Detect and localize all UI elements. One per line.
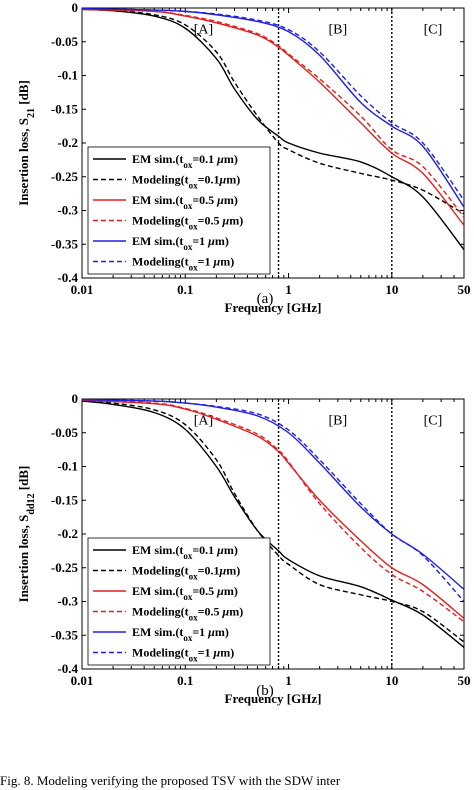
x-tick-label: 10 xyxy=(385,282,398,297)
y-tick-label: -0.4 xyxy=(57,661,78,676)
x-tick-label: 1 xyxy=(285,673,292,688)
series-group xyxy=(82,399,464,648)
series-line-1 xyxy=(82,8,464,251)
x-axis-label: Frequency [GHz] xyxy=(225,691,322,706)
y-tick-label: -0.3 xyxy=(57,594,78,609)
x-tick-label: 10 xyxy=(385,673,398,688)
legend-box xyxy=(87,146,271,275)
legend-label: Modeling(tox=0.5 μm) xyxy=(132,214,243,232)
series-line-5 xyxy=(82,8,464,208)
x-axis-label: Frequency [GHz] xyxy=(225,300,322,315)
series-line-2 xyxy=(82,399,464,643)
y-tick-label: -0.35 xyxy=(51,627,79,642)
y-tick-label: -0.1 xyxy=(57,68,78,83)
x-tick-label: 0.01 xyxy=(71,282,94,297)
series-group xyxy=(82,8,464,251)
legend-label: Modeling(tox=1 μm) xyxy=(132,646,234,664)
y-tick-label: 0 xyxy=(72,0,79,15)
panel-caption: (b) xyxy=(256,683,274,699)
legend-label: EM sim.(tox=0.1 μm) xyxy=(132,543,238,561)
y-tick-label: -0.05 xyxy=(51,34,79,49)
y-tick-label: -0.05 xyxy=(51,425,79,440)
legend: EM sim.(tox=0.1 μm) Modeling(tox=0.1μm) EM… xyxy=(87,537,271,666)
x-tick-label: 50 xyxy=(458,282,471,297)
y-tick-label: -0.2 xyxy=(57,135,78,150)
region-label: [A] xyxy=(194,22,213,37)
y-tick-label: -0.2 xyxy=(57,526,78,541)
y-tick-label: 0 xyxy=(72,391,79,406)
x-tick-label: 0.1 xyxy=(177,282,193,297)
y-tick-label: -0.15 xyxy=(51,101,79,116)
legend-label: Modeling(tox=0.1μm) xyxy=(132,564,240,582)
y-tick-label: -0.15 xyxy=(51,492,79,507)
y-axis-label: Insertion loss, Sdd12 [dB] xyxy=(16,466,37,603)
legend: EM sim.(tox=0.1 μm) Modeling(tox=0.1μm) EM… xyxy=(87,146,271,275)
legend-label: Modeling(tox=1 μm) xyxy=(132,255,234,273)
legend-label: EM sim.(tox=0.5 μm) xyxy=(132,584,238,602)
chart-panel-2: 0 -0.05 -0.1 -0.15 -0.2 -0.25 -0.3 -0.35 -0.40.0… xyxy=(16,391,471,706)
series-line-2 xyxy=(82,8,464,215)
panel-caption: (a) xyxy=(257,291,274,307)
y-tick-label: -0.3 xyxy=(57,203,78,218)
legend-label: EM sim.(tox=1 μm) xyxy=(132,625,229,643)
series-line-6 xyxy=(82,8,464,201)
legend-label: EM sim.(tox=1 μm) xyxy=(132,234,229,252)
region-label: [C] xyxy=(424,413,443,428)
series-line-6 xyxy=(82,399,464,602)
region-label: [B] xyxy=(328,413,347,428)
y-axis-label: Insertion loss, S21 [dB] xyxy=(16,80,37,206)
x-tick-label: 0.01 xyxy=(71,673,94,688)
series-line-4 xyxy=(82,8,464,218)
legend-label: EM sim.(tox=0.5 μm) xyxy=(132,193,238,211)
legend-box xyxy=(87,537,271,666)
region-label: [C] xyxy=(424,22,443,37)
x-tick-label: 50 xyxy=(458,673,471,688)
y-tick-label: -0.25 xyxy=(51,560,79,575)
y-tick-label: -0.25 xyxy=(51,169,79,184)
legend-label: Modeling(tox=0.1μm) xyxy=(132,173,240,191)
y-tick-label: -0.1 xyxy=(57,459,78,474)
legend-label: Modeling(tox=0.5 μm) xyxy=(132,605,243,623)
chart-panel-1: 0 -0.05 -0.1 -0.15 -0.2 -0.25 -0.3 -0.35 -0.40.0… xyxy=(16,0,471,315)
legend-label: EM sim.(tox=0.1 μm) xyxy=(132,152,238,170)
figure-caption-footer: Fig. 8. Modeling verifying the proposed … xyxy=(0,773,341,788)
y-tick-label: -0.35 xyxy=(51,236,79,251)
region-label: [B] xyxy=(328,22,347,37)
x-tick-label: 1 xyxy=(285,282,292,297)
x-tick-label: 0.1 xyxy=(177,673,193,688)
y-tick-label: -0.4 xyxy=(57,270,78,285)
series-line-4 xyxy=(82,399,464,623)
